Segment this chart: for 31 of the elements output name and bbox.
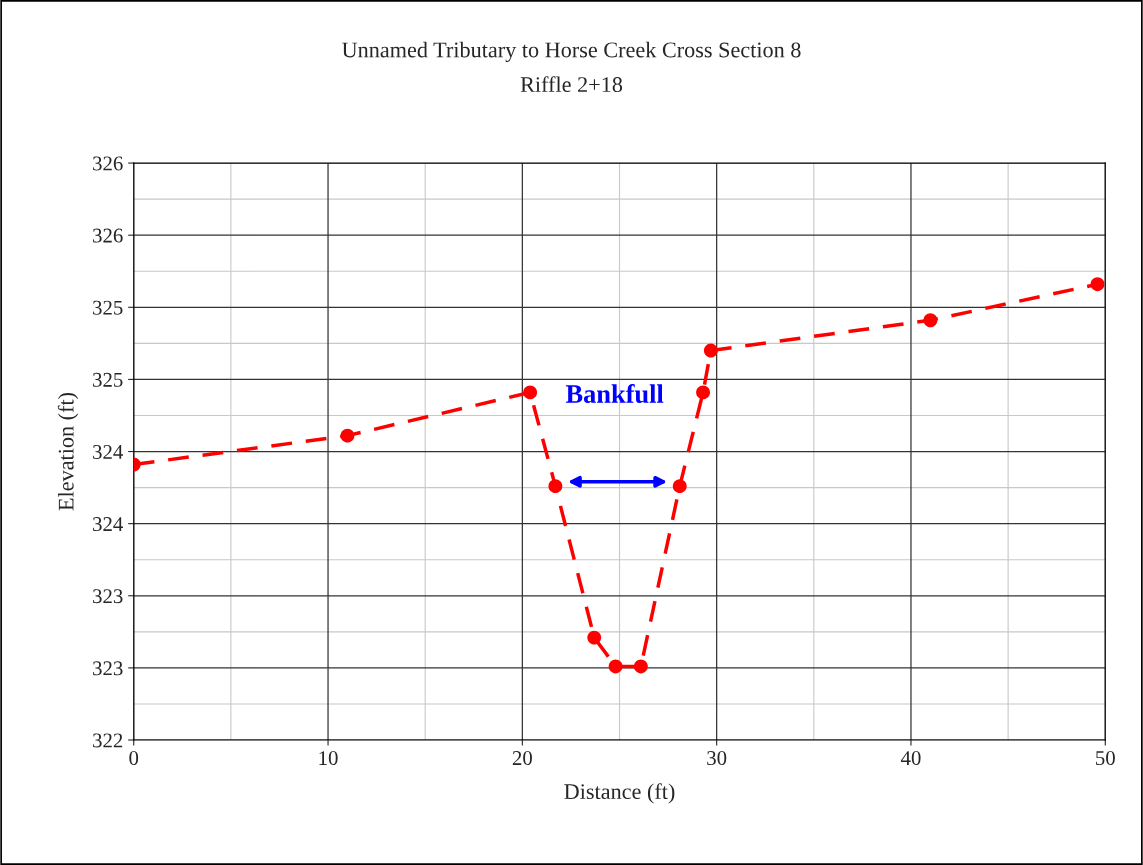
x-tick-label: 10 xyxy=(319,751,338,766)
point xyxy=(1090,277,1105,292)
y-tick-label: 325 xyxy=(93,372,123,387)
x-tick-label: 40 xyxy=(900,751,921,766)
point xyxy=(633,659,648,674)
y-tick-label: 323 xyxy=(93,589,123,604)
point xyxy=(703,343,718,358)
point xyxy=(696,385,710,400)
x-tick-label: 0 xyxy=(129,751,139,766)
chart-subtitle: Riffle 2+18 xyxy=(520,76,623,93)
point xyxy=(923,313,938,328)
annotation: Bankfull xyxy=(565,384,664,403)
y-tick-label: 324 xyxy=(93,517,123,532)
point xyxy=(587,630,602,645)
y-tick-label: 325 xyxy=(93,300,123,315)
x-tick-label: 30 xyxy=(707,751,727,766)
x-tick-label: 20 xyxy=(512,751,532,766)
y-tick-label: 324 xyxy=(93,444,123,459)
point xyxy=(523,385,538,400)
chart-title: Unnamed Tributary to Horse Creek Cross Section 8 xyxy=(342,41,801,63)
point xyxy=(340,428,355,443)
x-axis-title: Distance (ft) xyxy=(564,783,675,804)
y-tick-label: 326 xyxy=(93,156,123,171)
y-tick-label: 322 xyxy=(93,733,123,748)
point xyxy=(608,659,623,674)
point xyxy=(548,479,563,494)
y-tick-label: 323 xyxy=(93,661,123,676)
point xyxy=(672,479,687,494)
y-axis-title: Elevation (ft) xyxy=(57,392,79,511)
y-tick-label: 326 xyxy=(93,228,123,243)
x-tick-label: 50 xyxy=(1096,751,1115,766)
